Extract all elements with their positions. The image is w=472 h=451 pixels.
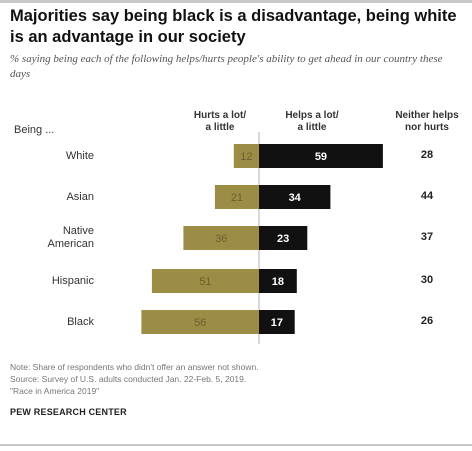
bar-hurts-1 [214,185,259,209]
bar-helps-1 [259,185,331,209]
label-hurts-4: 56 [194,317,206,329]
row-label-header: Being ... [14,124,55,136]
bar-helps-2 [259,226,308,250]
bar-helps-4 [259,310,295,334]
category-label-3: Hispanic [51,274,94,287]
neither-value-2: 37 [420,231,434,243]
note-source: Note: Share of respondents who didn't of… [10,362,259,396]
label-hurts-2: 36 [215,233,227,245]
category-label-1: Asian [66,190,94,203]
neither-value-4: 26 [420,315,434,327]
label-helps-4: 17 [271,317,283,329]
neither-value-0: 28 [420,149,434,161]
chart-title: Majorities say being black is a disadvan… [10,7,457,46]
label-helps-3: 18 [272,276,284,288]
helps-header: Helps a lot/ a little [285,110,339,133]
neither-value-1: 44 [420,190,434,202]
neither-header: Neither helps nor hurts [395,110,459,133]
label-helps-0: 59 [315,151,327,163]
category-label-2: Native American [47,225,94,250]
neither-value-3: 30 [420,274,434,286]
label-hurts-0: 12 [240,151,252,163]
bar-helps-0 [259,144,383,168]
label-helps-2: 23 [277,233,289,245]
bar-hurts-3 [151,269,259,293]
bar-hurts-2 [183,226,259,250]
bar-helps-3 [259,269,297,293]
chart-subtitle: % saying being each of the following hel… [10,53,443,80]
hurts-header: Hurts a lot/ a little [193,110,247,133]
bar-hurts-0 [233,144,259,168]
label-helps-1: 34 [289,192,302,204]
category-label-4: Black [67,315,94,328]
label-hurts-3: 51 [199,276,211,288]
label-hurts-1: 21 [231,192,243,204]
top-rule [0,0,472,3]
brand-logo-text: PEW RESEARCH CENTER [10,407,127,417]
bottom-rule [0,444,472,446]
bar-hurts-4 [141,310,259,334]
category-label-0: White [65,149,94,162]
